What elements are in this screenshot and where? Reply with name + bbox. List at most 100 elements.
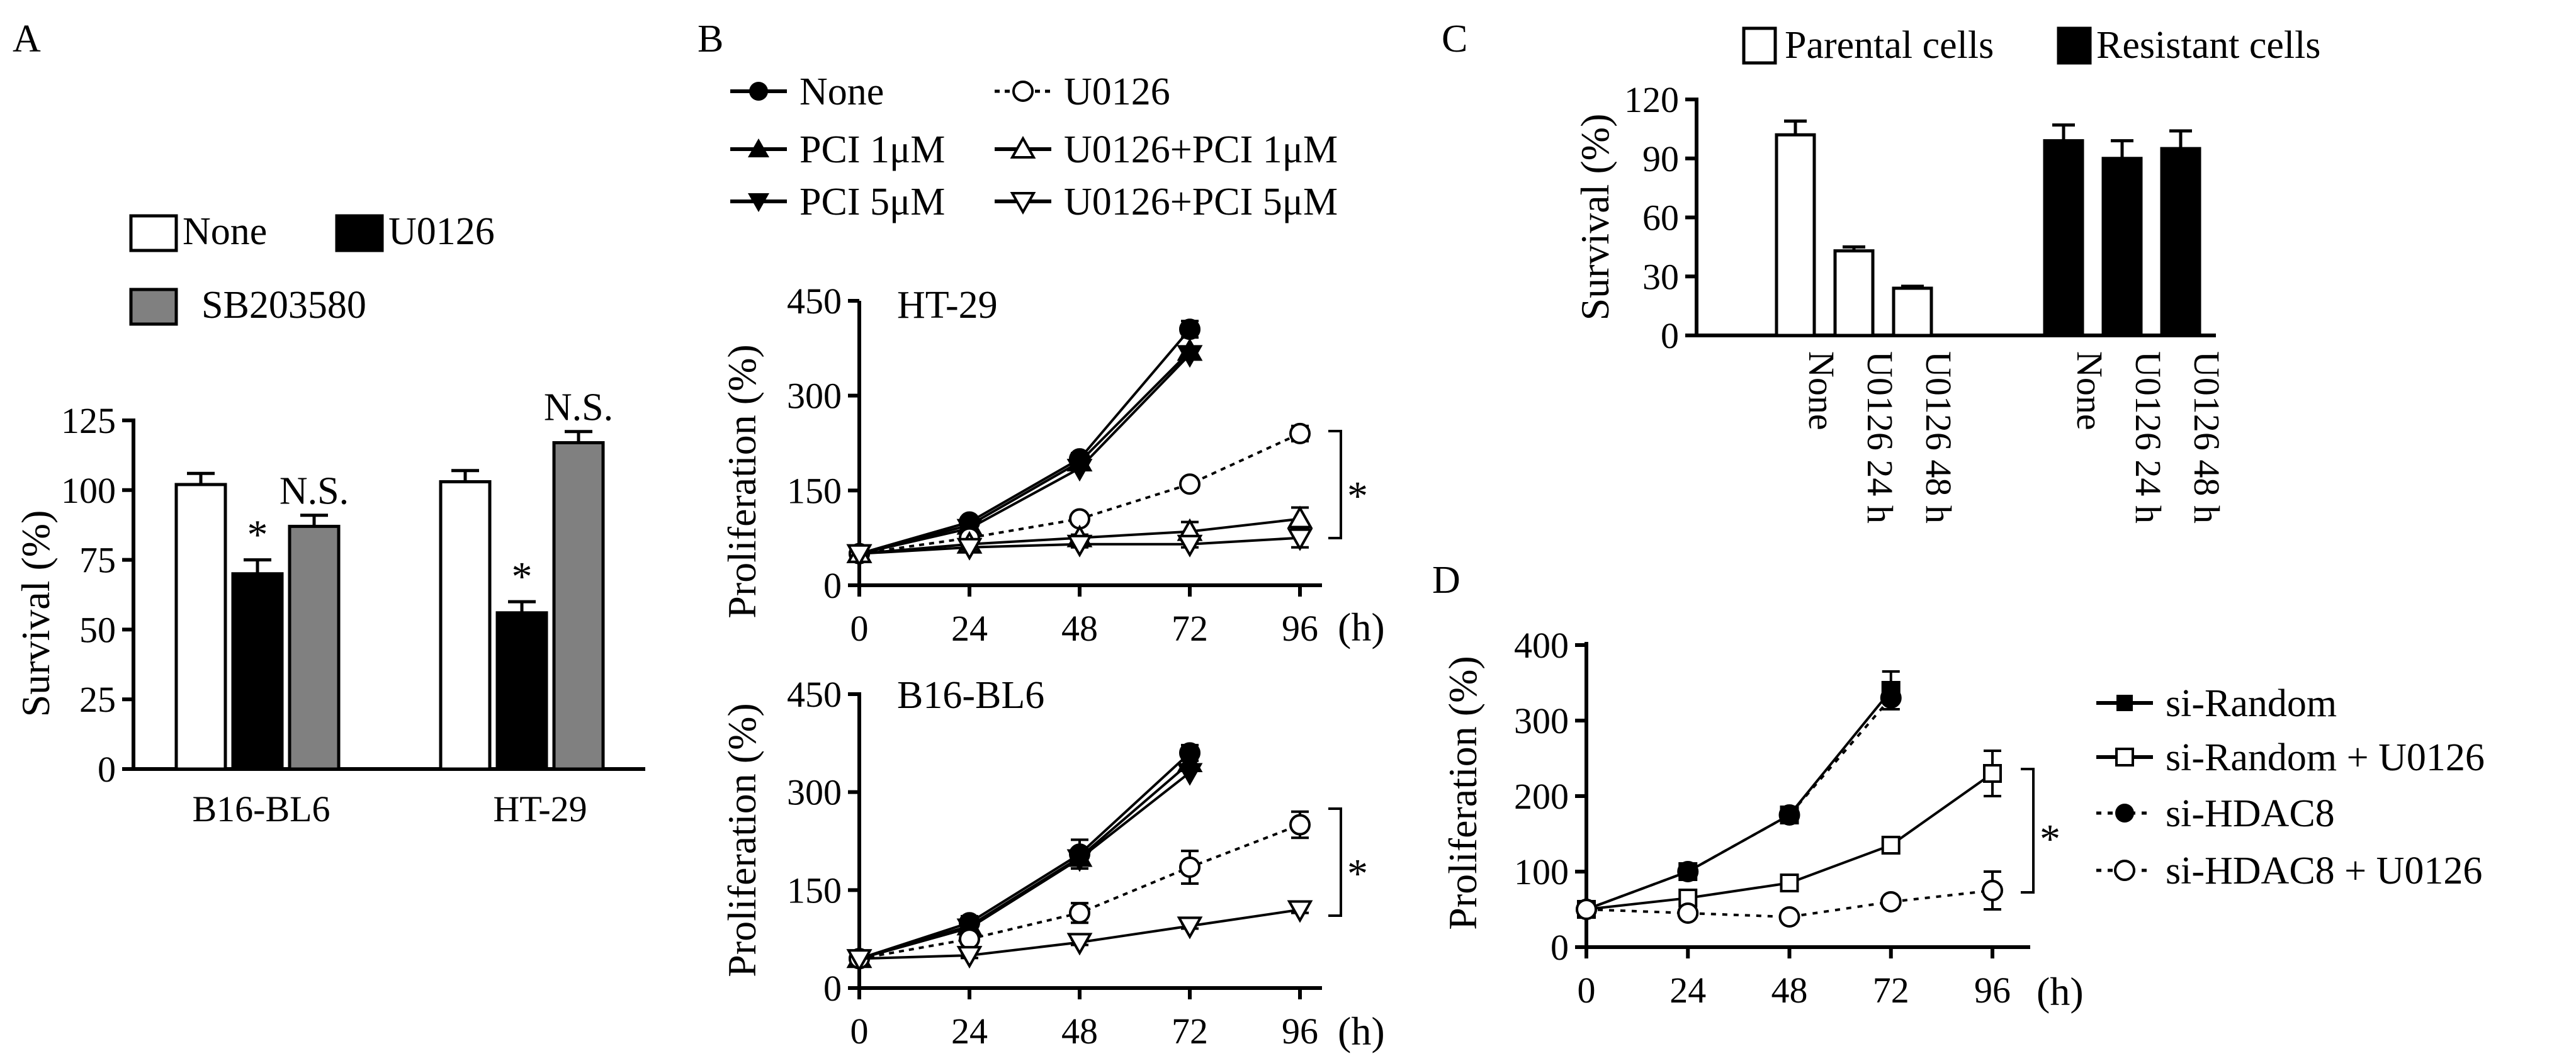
panel-b-ht29-point-u0126-pci-5-m-48 bbox=[1066, 534, 1093, 558]
panel-d-significance-star: * bbox=[2040, 816, 2060, 862]
panel-a-y-tick-label-25: 25 bbox=[79, 679, 116, 720]
panel-b-b16bl6-title: B16-BL6 bbox=[897, 674, 1044, 717]
panel-a-y-tick-label-125: 125 bbox=[61, 400, 116, 441]
bar-resistant-cells-none bbox=[2043, 139, 2084, 337]
panel-b-ht29-point-u0126-pci-1-m-96 bbox=[1287, 505, 1313, 529]
legend-label-b-pci5: PCI 5μM bbox=[799, 181, 945, 223]
panel-b-legend: None U0126 PCI 1μM U0126+PCI 1μM PCI 5μM… bbox=[730, 70, 1338, 223]
bar-resistant-cells-u0126-48-h bbox=[2160, 147, 2201, 337]
panel-d-point-si-hdac8-72 bbox=[1880, 687, 1902, 709]
legend-label-b-none: None bbox=[799, 70, 884, 113]
legend-swatch-resistant bbox=[2057, 26, 2092, 65]
legend-marker-none bbox=[749, 82, 768, 101]
panel-label-a: A bbox=[13, 18, 41, 60]
panel-c-y-tick-label-120: 120 bbox=[1624, 79, 1679, 120]
panel-b-b16bl6-y-tick-label-0: 0 bbox=[823, 968, 842, 1009]
panel-d-point-si-random-u0126-96 bbox=[1983, 764, 2002, 783]
panel-a-y-tick-label-75: 75 bbox=[79, 540, 116, 581]
panel-a-y-axis-label: Survival (%) bbox=[13, 510, 58, 717]
panel-a-category-ht-29: HT-29 bbox=[493, 789, 587, 829]
panel-c-bar-chart: Parental cells Resistant cells Survival … bbox=[1573, 24, 2320, 524]
legend-swatch-u0126 bbox=[335, 214, 384, 252]
panel-b-ht29-point-pci-5-m-72 bbox=[1177, 345, 1203, 368]
legend-label-si-random-u0126: si-Random + U0126 bbox=[2166, 736, 2485, 779]
panel-d-point-si-hdac8-u0126-48 bbox=[1778, 906, 1800, 928]
panel-a-bar-chart: None U0126 SB203580 Survival (%) 0 25 50 75… bbox=[13, 210, 645, 829]
panel-c-y-tick-label-60: 60 bbox=[1642, 198, 1679, 239]
legend-label-b-u0126-pci5: U0126+PCI 5μM bbox=[1064, 181, 1338, 223]
legend-label-b-u0126: U0126 bbox=[1064, 70, 1170, 113]
panel-b-ht29-x-unit: (h) bbox=[1338, 605, 1385, 649]
panel-label-d: D bbox=[1432, 559, 1460, 602]
panel-b-ht29-title: HT-29 bbox=[897, 284, 998, 327]
bar-parental-cells-none bbox=[1775, 133, 1816, 337]
panel-b-ht29-x-tick-label-96: 96 bbox=[1282, 608, 1318, 649]
annotation-b16-bl6-sb203580: N.S. bbox=[280, 470, 349, 513]
panel-a-y-tick-label-50: 50 bbox=[79, 609, 116, 650]
panel-d-y-tick-label-400: 400 bbox=[1514, 625, 1569, 666]
legend-label-b-u0126-pci1: U0126+PCI 1μM bbox=[1064, 128, 1338, 171]
annotation-ht-29-sb203580: N.S. bbox=[544, 386, 613, 429]
category-label-parental-cells-none: None bbox=[1801, 351, 1842, 430]
panel-b-b16bl6-series-line-pci-1-m bbox=[859, 761, 1191, 960]
legend-marker-u0126 bbox=[1012, 81, 1034, 102]
legend-marker-si-hdac8-u0126 bbox=[2114, 860, 2135, 881]
panel-d-y-axis-label: Proliferation (%) bbox=[1440, 656, 1485, 930]
panel-b-ht29-y-tick-label-450: 450 bbox=[787, 281, 842, 322]
annotation-b16-bl6-u0126: * bbox=[247, 512, 268, 558]
panel-b-ht29-y-axis-label: Proliferation (%) bbox=[720, 344, 764, 618]
panel-d-x-tick-label-72: 72 bbox=[1873, 970, 1909, 1011]
panel-b-ht29-x-tick-label-0: 0 bbox=[850, 608, 869, 649]
panel-b-ht29-x-tick-label-48: 48 bbox=[1061, 608, 1098, 649]
panel-b-b16bl6-significance-star: * bbox=[1347, 851, 1368, 897]
category-label-resistant-cells-none: None bbox=[2069, 351, 2110, 430]
panel-b-b16bl6-series-line-pci-5-m bbox=[859, 771, 1191, 960]
panel-a-y-tick-label-0: 0 bbox=[98, 749, 116, 790]
panel-b-b16bl6-significance-bracket bbox=[1328, 807, 1342, 917]
panel-d-series-line-si-hdac8 bbox=[1586, 697, 1892, 911]
panel-b-ht29-y-tick-label-150: 150 bbox=[787, 470, 842, 511]
panel-b-ht29-point-u0126-pci-5-m-96 bbox=[1287, 528, 1313, 551]
panel-b-ht29-line-chart: HT-29 Proliferation (%) 0 150 300 450 0 24 48 7… bbox=[720, 281, 1385, 649]
panel-b-ht29-significance-bracket bbox=[1328, 430, 1342, 539]
legend-marker-u0126-pci1 bbox=[1010, 135, 1036, 159]
legend-marker-si-random bbox=[2116, 695, 2133, 711]
panel-d-x-tick-label-96: 96 bbox=[1974, 970, 2011, 1011]
panel-b-b16bl6-x-tick-label-48: 48 bbox=[1061, 1011, 1098, 1052]
legend-swatch-none bbox=[129, 214, 178, 252]
panel-d-point-si-hdac8-u0126-96 bbox=[1982, 880, 2003, 901]
panel-b-b16bl6-x-tick-label-0: 0 bbox=[850, 1011, 869, 1052]
panel-b-b16bl6-y-tick-label-150: 150 bbox=[787, 870, 842, 911]
panel-b-ht29-series-line-pci-1-m bbox=[859, 350, 1191, 555]
panel-b-b16bl6-y-tick-label-450: 450 bbox=[787, 674, 842, 715]
panel-b-b16bl6-x-tick-label-72: 72 bbox=[1172, 1011, 1208, 1052]
panel-d-point-si-hdac8-u0126-0 bbox=[1576, 899, 1597, 920]
panel-c-y-tick-label-90: 90 bbox=[1642, 138, 1679, 179]
category-label-resistant-cells-u0126-48-h: U0126 48 h bbox=[2186, 351, 2227, 524]
panel-b-b16bl6-point-u0126-96 bbox=[1289, 814, 1311, 836]
panel-d-y-tick-label-200: 200 bbox=[1514, 776, 1569, 817]
bar-resistant-cells-u0126-24-h bbox=[2101, 157, 2143, 337]
legend-label-b-pci1: PCI 1μM bbox=[799, 128, 945, 171]
panel-b-ht29-x-tick-label-72: 72 bbox=[1172, 608, 1208, 649]
panel-b-b16bl6-x-tick-label-96: 96 bbox=[1282, 1011, 1318, 1052]
panel-d-x-tick-label-48: 48 bbox=[1771, 970, 1808, 1011]
bar-parental-cells-u0126-48-h bbox=[1892, 286, 1933, 337]
panel-b-b16bl6-point-u0126-pci-5-m-24 bbox=[956, 946, 983, 969]
panel-b-b16bl6-point-pci-5-m-72 bbox=[1177, 763, 1203, 786]
legend-swatch-parental bbox=[1742, 26, 1777, 65]
panel-d-y-tick-label-300: 300 bbox=[1514, 700, 1569, 741]
legend-label-u0126: U0126 bbox=[388, 210, 495, 253]
panel-d-x-tick-label-0: 0 bbox=[1578, 970, 1596, 1011]
panel-c-y-tick-label-0: 0 bbox=[1661, 315, 1679, 356]
bar-b16-bl6-none bbox=[174, 483, 227, 771]
panel-label-b: B bbox=[698, 18, 723, 60]
annotation-ht-29-u0126: * bbox=[512, 554, 533, 600]
panel-b-ht29-series-line-pci-5-m bbox=[859, 353, 1191, 555]
legend-label-none: None bbox=[183, 210, 267, 253]
panel-c-y-axis-label: Survival (%) bbox=[1573, 114, 1617, 321]
panel-b-b16bl6-x-unit: (h) bbox=[1338, 1009, 1385, 1053]
panel-d-y-tick-label-100: 100 bbox=[1514, 851, 1569, 892]
legend-label-sb203580: SB203580 bbox=[201, 284, 366, 327]
bar-b16-bl6-u0126 bbox=[231, 572, 284, 771]
